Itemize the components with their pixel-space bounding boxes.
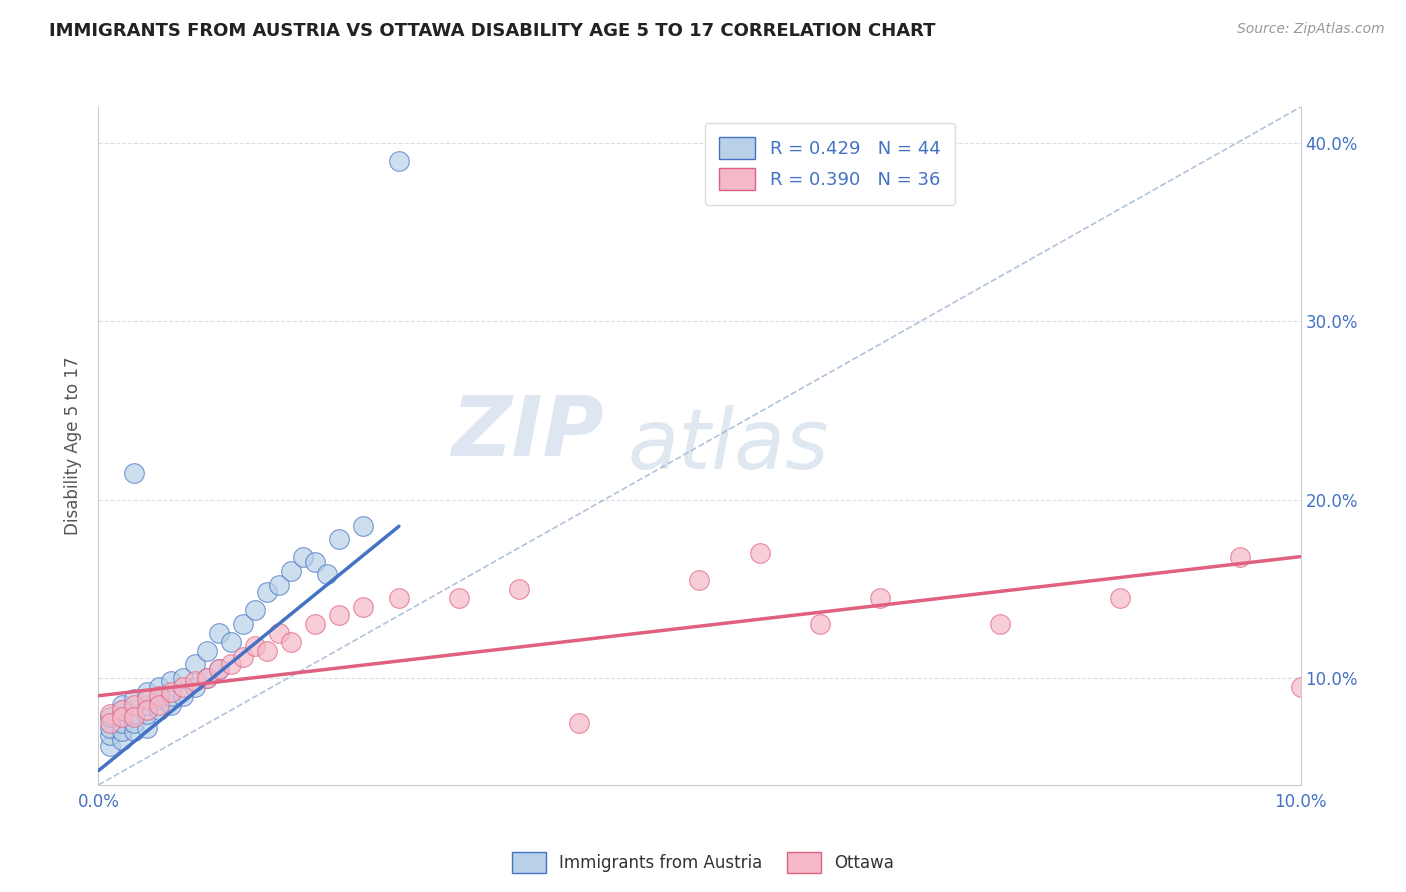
Point — [256, 644, 278, 658]
Point — [388, 591, 411, 605]
Point — [315, 567, 337, 582]
Point — [111, 703, 134, 717]
Point — [100, 721, 122, 735]
Point — [159, 689, 181, 703]
Point — [183, 674, 205, 689]
Point — [256, 585, 278, 599]
Point — [124, 724, 146, 739]
Legend: Immigrants from Austria, Ottawa: Immigrants from Austria, Ottawa — [506, 846, 900, 880]
Point — [135, 721, 157, 735]
Point — [172, 671, 194, 685]
Point — [148, 692, 170, 706]
Point — [869, 591, 891, 605]
Point — [689, 573, 711, 587]
Point — [124, 692, 146, 706]
Point — [1109, 591, 1132, 605]
Point — [195, 671, 218, 685]
Point — [195, 644, 218, 658]
Point — [124, 715, 146, 730]
Point — [195, 671, 218, 685]
Point — [208, 662, 231, 676]
Point — [111, 733, 134, 747]
Point — [124, 706, 146, 721]
Point — [159, 674, 181, 689]
Text: IMMIGRANTS FROM AUSTRIA VS OTTAWA DISABILITY AGE 5 TO 17 CORRELATION CHART: IMMIGRANTS FROM AUSTRIA VS OTTAWA DISABI… — [49, 22, 936, 40]
Point — [232, 649, 254, 664]
Point — [280, 635, 302, 649]
Point — [208, 662, 231, 676]
Point — [111, 724, 134, 739]
Point — [1229, 549, 1251, 564]
Point — [243, 639, 266, 653]
Point — [100, 710, 122, 724]
Text: atlas: atlas — [627, 406, 830, 486]
Y-axis label: Disability Age 5 to 17: Disability Age 5 to 17 — [65, 357, 83, 535]
Point — [219, 635, 242, 649]
Point — [183, 657, 205, 671]
Point — [100, 706, 122, 721]
Point — [159, 685, 181, 699]
Point — [328, 608, 350, 623]
Point — [232, 617, 254, 632]
Point — [447, 591, 470, 605]
Point — [111, 715, 134, 730]
Point — [111, 698, 134, 712]
Point — [111, 710, 134, 724]
Point — [748, 546, 770, 560]
Point — [159, 698, 181, 712]
Point — [100, 715, 122, 730]
Text: ZIP: ZIP — [451, 392, 603, 473]
Point — [267, 626, 290, 640]
Point — [388, 153, 411, 168]
Text: Source: ZipAtlas.com: Source: ZipAtlas.com — [1237, 22, 1385, 37]
Point — [808, 617, 831, 632]
Point — [172, 680, 194, 694]
Point — [243, 603, 266, 617]
Point — [304, 555, 326, 569]
Point — [135, 703, 157, 717]
Point — [291, 549, 314, 564]
Legend: R = 0.429   N = 44, R = 0.390   N = 36: R = 0.429 N = 44, R = 0.390 N = 36 — [704, 123, 955, 205]
Point — [124, 710, 146, 724]
Point — [208, 626, 231, 640]
Point — [1289, 680, 1312, 694]
Point — [124, 698, 146, 712]
Point — [280, 564, 302, 578]
Point — [148, 680, 170, 694]
Point — [172, 689, 194, 703]
Point — [111, 703, 134, 717]
Point — [135, 706, 157, 721]
Point — [568, 715, 591, 730]
Point — [219, 657, 242, 671]
Point — [124, 466, 146, 480]
Point — [183, 680, 205, 694]
Point — [148, 689, 170, 703]
Point — [148, 703, 170, 717]
Point — [508, 582, 530, 596]
Point — [100, 739, 122, 753]
Point — [988, 617, 1011, 632]
Point — [100, 728, 122, 742]
Point — [135, 698, 157, 712]
Point — [135, 692, 157, 706]
Point — [328, 532, 350, 546]
Point — [267, 578, 290, 592]
Point — [304, 617, 326, 632]
Point — [352, 519, 374, 533]
Point — [148, 698, 170, 712]
Point — [135, 685, 157, 699]
Point — [352, 599, 374, 614]
